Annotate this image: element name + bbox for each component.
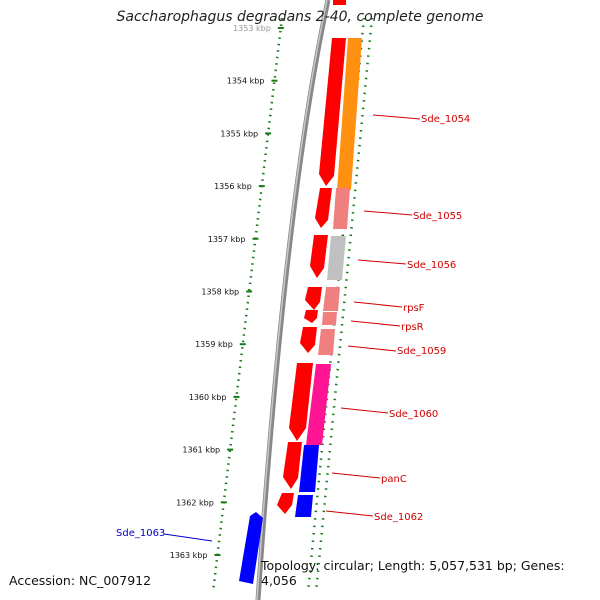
cog-bar-sde-1055 (333, 188, 350, 229)
leader-sde-1055 (363, 210, 413, 216)
gene-arrow-sde-1055[interactable] (315, 188, 332, 228)
scale-tick-label: 1358 kbp (201, 288, 239, 297)
genome-summary-text: Topology: circular; Length: 5,057,531 bp… (261, 558, 565, 588)
outer-dotted-line (314, 17, 374, 593)
cog-bar-sde-1056 (327, 236, 346, 280)
gene-arrow-sde-1060[interactable] (289, 363, 313, 441)
leader-sde-1060 (340, 407, 389, 414)
gene-label-sde-1062[interactable]: Sde_1062 (374, 512, 423, 523)
accession-text: Accession: NC_007912 (9, 573, 152, 588)
scale-tick-label: 1356 kbp (214, 182, 252, 191)
gene-label-sde-1055[interactable]: Sde_1055 (413, 211, 462, 222)
leader-panc (331, 472, 381, 479)
gene-arrow-rpsf[interactable] (305, 287, 322, 310)
inner-dotted-line (306, 17, 366, 593)
cog-bar-rpsr (322, 312, 337, 325)
cog-bar-sde-1054 (337, 38, 362, 190)
gene-label-rpsf[interactable]: rpsF (403, 303, 425, 314)
scale-tick-label: 1360 kbp (189, 393, 227, 402)
leader-rpsr (350, 320, 401, 327)
genome-backbone-highlight (256, 0, 328, 600)
cog-bar-sde-1059 (318, 329, 335, 355)
scale-tick-label: 1361 kbp (182, 446, 220, 455)
gene-label-rpsr[interactable]: rpsR (401, 322, 424, 333)
leader-sde-1056 (357, 259, 407, 265)
genome-title: Saccharophagus degradans 2-40, complete … (116, 9, 484, 25)
cog-bar-rpsf (323, 287, 340, 311)
scale-tick-label: 1354 kbp (227, 77, 265, 86)
gene-arrow-sde-1059[interactable] (300, 327, 317, 353)
leader-rpsf (353, 301, 403, 308)
gene-arrow-sde-1063[interactable] (239, 512, 263, 584)
gene-label-sde-1063[interactable]: Sde_1063 (116, 528, 165, 539)
cog-bar-sde-1060 (306, 364, 331, 445)
scale-tick-label: 1353 kbp (233, 24, 271, 33)
scale-tick-label: 1357 kbp (208, 235, 246, 244)
cog-bar-sde-1062 (295, 495, 313, 517)
genome-backbone (255, 0, 331, 600)
leader-sde-1063 (163, 533, 213, 542)
gene-label-sde-1054[interactable]: Sde_1054 (421, 114, 470, 125)
scale-tick-label: 1363 kbp (170, 551, 208, 560)
gene-arrow-sde-1056[interactable] (310, 235, 328, 278)
gene-label-sde-1060[interactable]: Sde_1060 (389, 409, 438, 420)
gene-label-panc[interactable]: panC (381, 474, 407, 485)
cog-bar-panc (299, 445, 319, 492)
scale-dotted-line (211, 17, 284, 593)
gene-arrow-sde-1062[interactable] (277, 493, 294, 514)
leader-sde-1062 (325, 510, 374, 517)
gene-arrow-panc[interactable] (283, 442, 302, 489)
scale-tick-label: 1359 kbp (195, 340, 233, 349)
gene-label-sde-1056[interactable]: Sde_1056 (407, 260, 456, 271)
gene-label-sde-1059[interactable]: Sde_1059 (397, 346, 446, 357)
scale-tick-label: 1362 kbp (176, 498, 214, 507)
gene-arrow-rpsr[interactable] (304, 310, 318, 323)
gene-arrow-sde-1054[interactable] (319, 38, 346, 186)
partial-gene-top[interactable] (333, 0, 346, 5)
leader-sde-1054 (372, 114, 421, 120)
scale-tick-label: 1355 kbp (220, 129, 258, 138)
leader-sde-1059 (347, 345, 397, 352)
